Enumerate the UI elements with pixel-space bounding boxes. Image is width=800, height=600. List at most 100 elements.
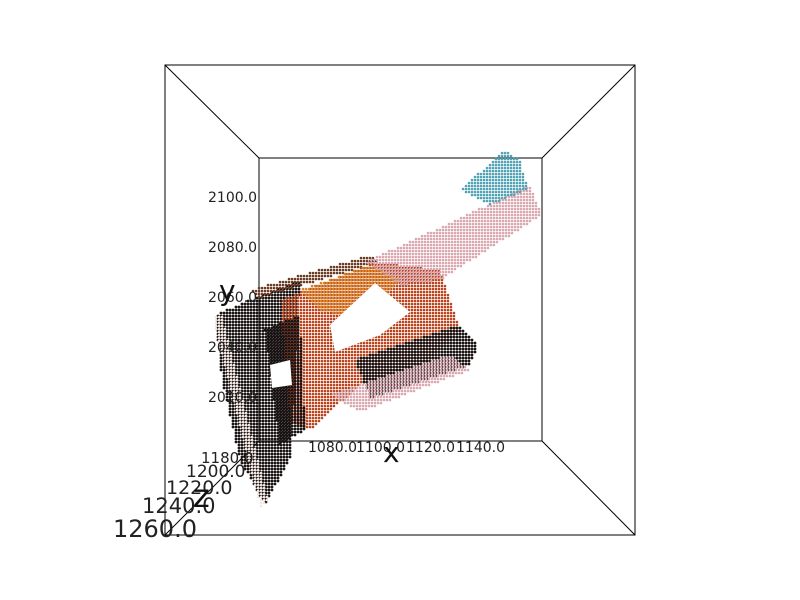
cloud-point	[516, 213, 520, 217]
cloud-point	[288, 455, 292, 459]
cloud-point	[456, 237, 460, 241]
cloud-point	[259, 486, 263, 490]
cloud-point	[462, 225, 466, 229]
cloud-point	[255, 389, 259, 393]
cloud-point	[252, 344, 256, 348]
cloud-point	[434, 320, 438, 324]
cloud-point	[344, 350, 348, 354]
cloud-point	[359, 259, 363, 263]
cloud-point	[237, 440, 241, 444]
cloud-point	[450, 246, 454, 250]
cloud-point	[317, 268, 321, 272]
cloud-point	[264, 317, 268, 321]
cloud-point	[228, 344, 232, 348]
cloud-point	[323, 413, 327, 417]
cloud-point	[290, 283, 294, 287]
cloud-point	[411, 273, 415, 277]
cloud-point	[417, 246, 421, 250]
cloud-point	[320, 413, 324, 417]
cloud-point	[356, 380, 360, 384]
cloud-point	[393, 252, 397, 256]
cloud-point	[255, 392, 259, 396]
cloud-point	[313, 302, 317, 306]
cloud-point	[222, 314, 226, 318]
cloud-point	[456, 228, 460, 232]
cloud-point	[311, 347, 315, 351]
cloud-point	[293, 296, 297, 300]
cloud-point	[501, 204, 505, 208]
cloud-point	[429, 231, 433, 235]
cloud-point	[304, 290, 308, 294]
cloud-point	[429, 273, 433, 277]
cloud-point	[255, 374, 259, 378]
cloud-point	[319, 287, 323, 291]
cloud-point	[419, 281, 423, 285]
cloud-point	[340, 287, 344, 291]
cloud-point	[495, 231, 499, 235]
cloud-point	[398, 287, 402, 291]
cloud-point	[314, 320, 318, 324]
cloud-point	[331, 311, 335, 315]
cloud-point	[223, 342, 227, 346]
cloud-point	[437, 311, 441, 315]
cloud-point	[416, 314, 420, 318]
cloud-point	[302, 371, 306, 375]
cloud-point	[399, 258, 403, 262]
cloud-point	[282, 449, 286, 453]
cloud-point	[320, 271, 324, 275]
cloud-point	[453, 234, 457, 238]
cloud-point	[381, 255, 385, 259]
cloud-point	[323, 356, 327, 360]
cloud-point	[370, 275, 374, 279]
cloud-point	[480, 219, 484, 223]
cloud-point	[285, 458, 289, 462]
cloud-point	[331, 287, 335, 291]
cloud-point	[252, 392, 256, 396]
cloud-point	[317, 419, 321, 423]
cloud-point	[222, 368, 226, 372]
cloud-point	[405, 270, 409, 274]
cloud-point	[266, 289, 270, 293]
cloud-point	[349, 272, 353, 276]
cloud-point	[302, 341, 306, 345]
cloud-point	[423, 261, 427, 265]
cloud-point	[302, 308, 306, 312]
cloud-point	[374, 347, 378, 351]
cloud-point	[219, 359, 223, 363]
cloud-point	[437, 320, 441, 324]
cloud-point	[411, 255, 415, 259]
cloud-point	[377, 341, 381, 345]
cloud-point	[364, 278, 368, 282]
cloud-point	[483, 207, 487, 211]
cloud-point	[377, 338, 381, 342]
cloud-point	[441, 234, 445, 238]
cloud-point	[246, 347, 250, 351]
cloud-point	[247, 444, 251, 448]
cloud-point	[217, 339, 221, 343]
cloud-point	[426, 237, 430, 241]
cloud-point	[273, 443, 277, 447]
cloud-point	[513, 210, 517, 214]
cloud-point	[238, 399, 242, 403]
cloud-point	[228, 392, 232, 396]
cloud-point	[262, 489, 266, 493]
cloud-point	[252, 308, 256, 312]
cloud-point	[410, 326, 414, 330]
cloud-point	[399, 255, 403, 259]
cloud-point	[270, 479, 274, 483]
cloud-point	[255, 386, 259, 390]
cloud-point	[483, 246, 487, 250]
cloud-point	[468, 222, 472, 226]
cloud-point	[328, 281, 332, 285]
cloud-point	[258, 407, 262, 411]
cloud-point	[338, 359, 342, 363]
cloud-point	[261, 389, 265, 393]
cloud-point	[317, 326, 321, 330]
cloud-point	[405, 267, 409, 271]
cloud-point	[426, 246, 430, 250]
inner-frame	[258, 157, 543, 442]
cloud-point	[243, 467, 247, 471]
cloud-point	[273, 446, 277, 450]
